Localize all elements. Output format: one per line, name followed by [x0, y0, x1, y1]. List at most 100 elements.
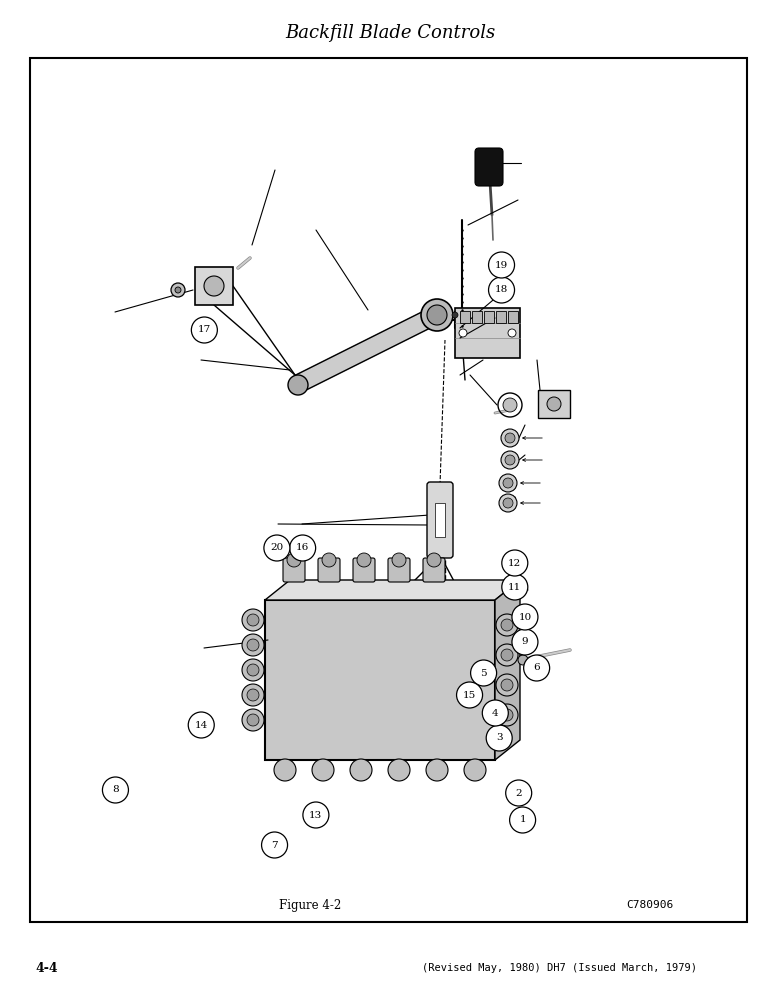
Text: 3: 3 — [496, 734, 502, 742]
Circle shape — [547, 397, 561, 411]
Circle shape — [102, 777, 129, 803]
Text: 11: 11 — [509, 582, 521, 591]
Circle shape — [518, 655, 528, 665]
Text: 2: 2 — [516, 788, 522, 798]
Circle shape — [501, 649, 513, 661]
Text: 1: 1 — [519, 816, 526, 824]
FancyBboxPatch shape — [388, 558, 410, 582]
Text: 4: 4 — [492, 708, 498, 718]
Circle shape — [501, 429, 519, 447]
Circle shape — [188, 712, 214, 738]
Circle shape — [496, 674, 518, 696]
FancyBboxPatch shape — [353, 558, 375, 582]
Circle shape — [242, 609, 264, 631]
Circle shape — [496, 644, 518, 666]
Circle shape — [501, 709, 513, 721]
Circle shape — [459, 329, 467, 337]
Circle shape — [499, 474, 517, 492]
FancyBboxPatch shape — [427, 482, 453, 558]
Circle shape — [502, 550, 528, 576]
Text: 9: 9 — [522, 638, 528, 647]
Bar — [484, 311, 494, 323]
Circle shape — [421, 299, 453, 331]
Text: 12: 12 — [509, 558, 521, 568]
Text: 8: 8 — [112, 786, 119, 794]
Circle shape — [242, 659, 264, 681]
Circle shape — [502, 574, 528, 600]
Text: 17: 17 — [198, 326, 211, 334]
Circle shape — [171, 283, 185, 297]
Circle shape — [274, 759, 296, 781]
Text: (Revised May, 1980) DH7 (Issued March, 1979): (Revised May, 1980) DH7 (Issued March, 1… — [423, 963, 697, 973]
Circle shape — [247, 689, 259, 701]
Circle shape — [482, 700, 509, 726]
Circle shape — [523, 655, 550, 681]
Circle shape — [508, 329, 516, 337]
Text: 14: 14 — [195, 720, 207, 730]
Bar — [496, 311, 506, 323]
Bar — [30, 58, 747, 922]
Bar — [265, 600, 495, 760]
Circle shape — [505, 780, 532, 806]
Circle shape — [496, 614, 518, 636]
Circle shape — [204, 276, 224, 296]
Circle shape — [388, 759, 410, 781]
Circle shape — [501, 679, 513, 691]
Polygon shape — [265, 580, 520, 600]
Circle shape — [503, 498, 513, 508]
Text: 18: 18 — [495, 286, 508, 294]
Circle shape — [512, 604, 538, 630]
FancyBboxPatch shape — [475, 148, 503, 186]
Text: C780906: C780906 — [626, 900, 674, 910]
Bar — [435, 503, 445, 537]
Circle shape — [503, 398, 517, 412]
Circle shape — [247, 614, 259, 626]
Text: Figure 4-2: Figure 4-2 — [279, 898, 341, 912]
FancyBboxPatch shape — [423, 558, 445, 582]
Text: 5: 5 — [480, 668, 487, 678]
Circle shape — [247, 664, 259, 676]
Circle shape — [488, 252, 515, 278]
Bar — [460, 311, 470, 323]
Bar — [538, 390, 570, 418]
Circle shape — [452, 312, 458, 318]
Circle shape — [191, 317, 218, 343]
Circle shape — [427, 305, 447, 325]
Bar — [472, 311, 482, 323]
Circle shape — [287, 553, 301, 567]
Text: 19: 19 — [495, 260, 508, 269]
Circle shape — [512, 629, 538, 655]
Text: 4-4: 4-4 — [35, 962, 58, 974]
Circle shape — [464, 759, 486, 781]
Circle shape — [357, 553, 371, 567]
Circle shape — [350, 759, 372, 781]
Circle shape — [288, 375, 308, 395]
Text: 10: 10 — [519, 612, 531, 621]
Circle shape — [242, 709, 264, 731]
Circle shape — [303, 802, 329, 828]
Circle shape — [470, 660, 497, 686]
Text: 15: 15 — [463, 690, 476, 700]
Circle shape — [261, 832, 288, 858]
Circle shape — [456, 682, 483, 708]
FancyBboxPatch shape — [318, 558, 340, 582]
Circle shape — [289, 535, 316, 561]
Circle shape — [322, 553, 336, 567]
Circle shape — [488, 277, 515, 303]
Circle shape — [247, 714, 259, 726]
Bar — [508, 311, 518, 323]
Circle shape — [264, 535, 290, 561]
FancyBboxPatch shape — [283, 558, 305, 582]
Circle shape — [392, 553, 406, 567]
Text: 6: 6 — [534, 664, 540, 672]
Circle shape — [499, 494, 517, 512]
Text: 7: 7 — [271, 840, 278, 850]
Bar — [195, 267, 233, 305]
Polygon shape — [495, 580, 520, 760]
Circle shape — [509, 807, 536, 833]
Circle shape — [503, 478, 513, 488]
Circle shape — [426, 759, 448, 781]
Bar — [455, 308, 520, 358]
Circle shape — [242, 634, 264, 656]
Circle shape — [501, 619, 513, 631]
